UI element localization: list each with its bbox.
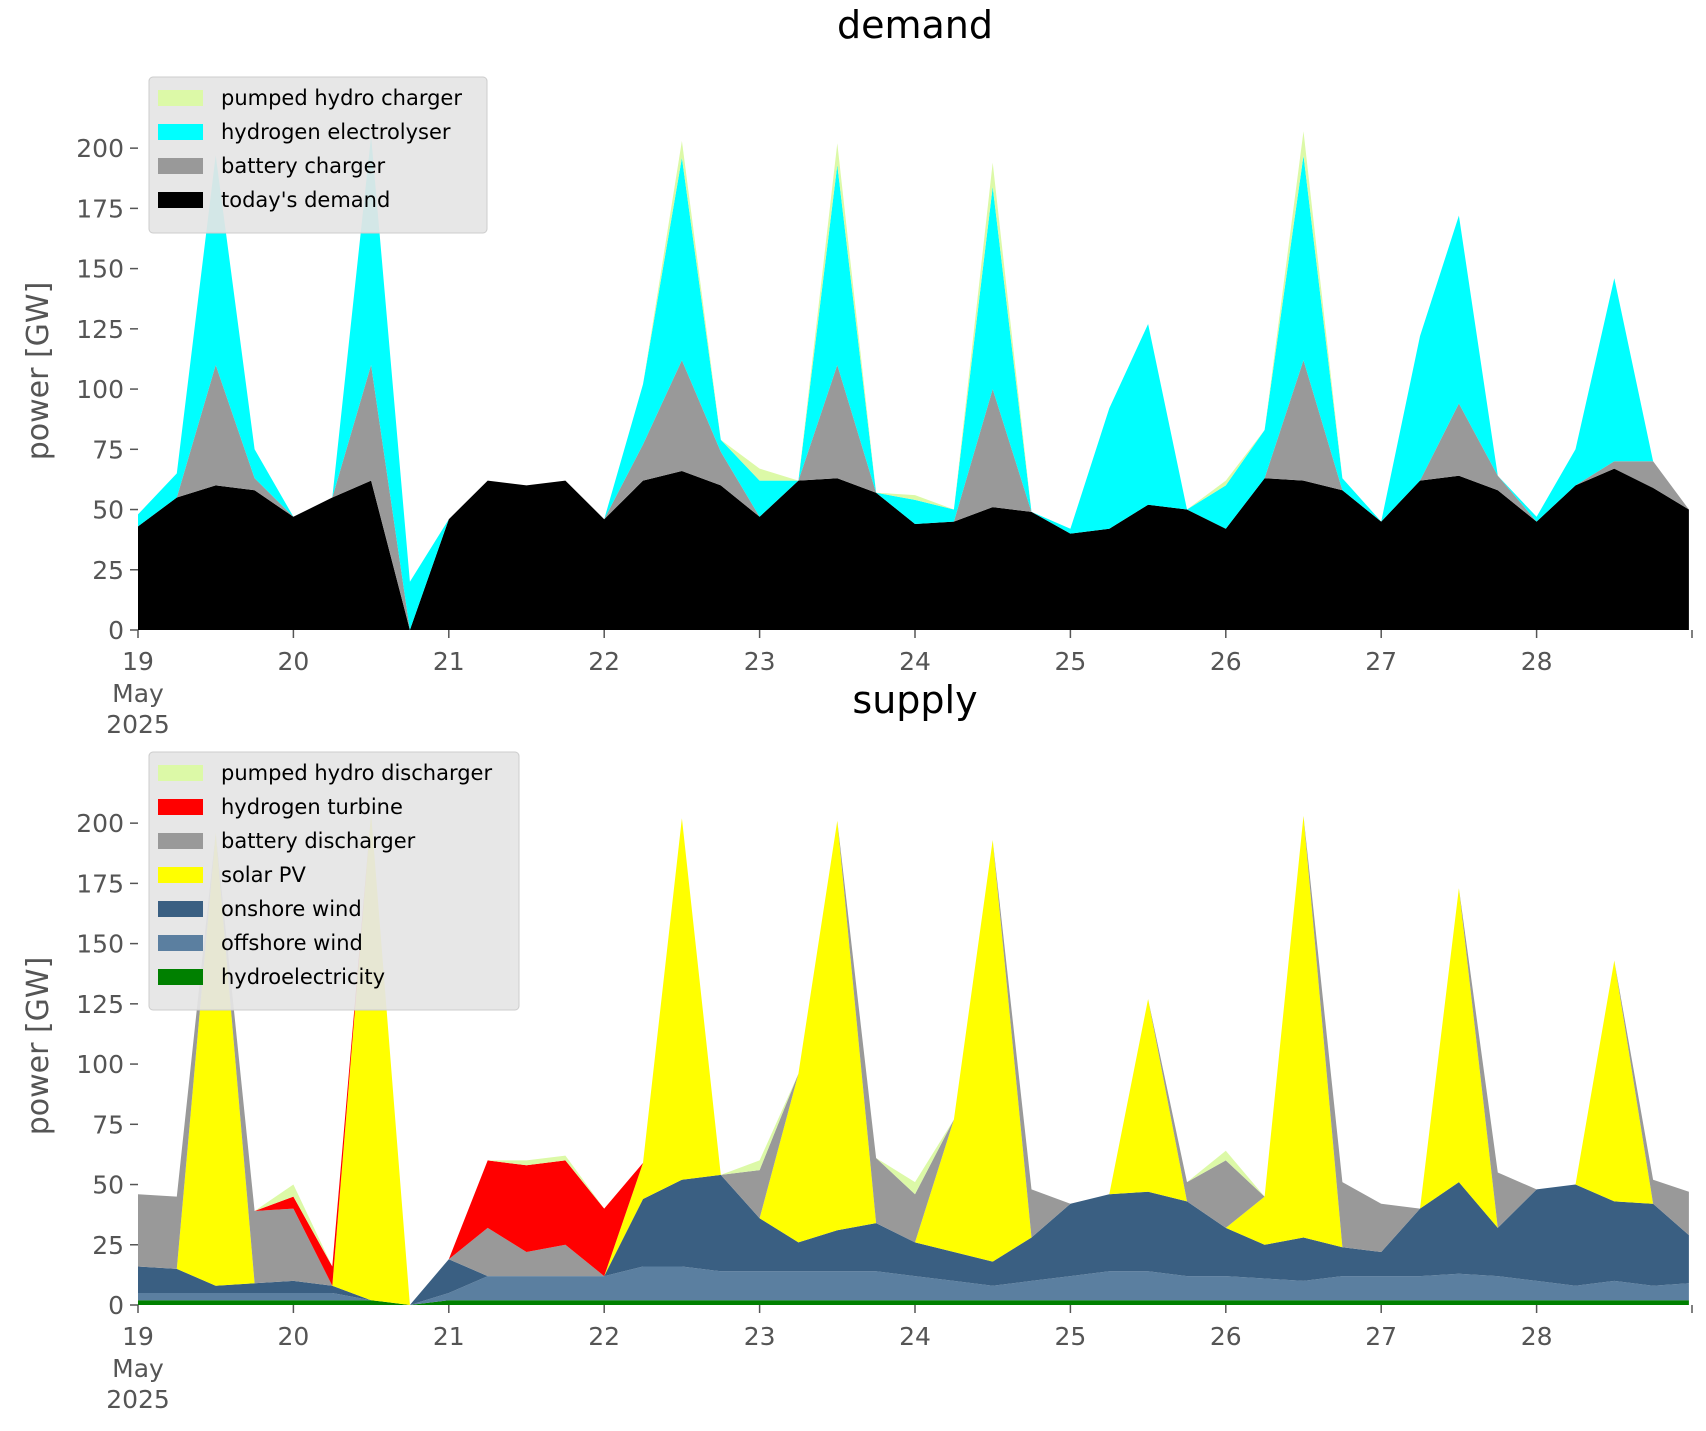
x-tick-label: 19 [122,1322,154,1351]
y-axis-label: power [GW] [21,282,56,461]
legend-swatch [158,799,203,815]
area-solar-pv [138,813,1689,1305]
x-tick-label: 25 [1054,647,1086,676]
x-tick-label: 23 [744,1322,776,1351]
x-tick-sublabel: May [112,679,164,708]
legend-label: onshore wind [221,897,362,921]
legend-label: solar PV [221,863,306,887]
y-tick-label: 125 [76,990,124,1019]
y-tick-label: 0 [108,616,124,645]
y-tick-label: 75 [92,1110,124,1139]
area-hydroelectricity [138,1300,1689,1305]
legend-label: pumped hydro discharger [221,761,492,785]
legend-label: battery charger [221,154,386,178]
legend-label: offshore wind [221,931,363,955]
legend-box [148,76,488,234]
legend-label: today's demand [221,188,390,212]
supply-panel: supply 0 25 50 75 100 125 150 175 200 19 20 21 22 23 24… [21,678,1693,1414]
x-tick-sublabel: 2025 [106,1385,170,1414]
area-today-s-demand [138,468,1689,630]
x-tick-label: 27 [1365,647,1397,676]
x-tick-label: 24 [899,647,931,676]
x-tick-label: 20 [277,647,309,676]
x-tick-label: 26 [1210,647,1242,676]
chart-title: demand [837,3,993,47]
area-hydrogen-electrolyser [138,136,1689,630]
y-tick-label: 125 [76,315,124,344]
y-tick-label: 75 [92,435,124,464]
demand-panel: demand 0 25 50 75 100 125 150 175 200 19 20 21 22 23 24… [21,3,1693,739]
legend-box [148,751,520,1011]
area-battery-discharger [138,813,1689,1305]
x-tick-label: 22 [588,1322,620,1351]
y-tick-label: 150 [76,930,124,959]
y-axis-label: power [GW] [21,957,56,1136]
legend-swatch [158,867,203,883]
legend-swatch [158,124,203,140]
y-tick-label: 25 [92,556,124,585]
legend-swatch [158,765,203,781]
legend-label: pumped hydro charger [221,86,462,110]
y-tick-label: 200 [76,809,124,838]
y-tick-label: 50 [92,496,124,525]
x-tick-label: 21 [433,1322,465,1351]
y-tick-label: 50 [92,1171,124,1200]
x-tick-sublabel: 2025 [106,710,170,739]
y-tick-label: 0 [108,1291,124,1320]
x-tick-label: 21 [433,647,465,676]
x-tick-label: 28 [1521,647,1553,676]
x-tick-label: 27 [1365,1322,1397,1351]
legend-label: battery discharger [221,829,416,853]
legend-label: hydrogen electrolyser [221,120,451,144]
area-offshore-wind [138,1266,1689,1305]
y-tick-label: 200 [76,134,124,163]
x-tick-label: 28 [1521,1322,1553,1351]
legend-label: hydroelectricity [221,965,385,989]
x-tick-label: 22 [588,647,620,676]
area-series-group [138,131,1689,630]
x-tick-label: 25 [1054,1322,1086,1351]
y-tick-label: 100 [76,375,124,404]
x-tick-label: 26 [1210,1322,1242,1351]
legend-swatch [158,192,203,208]
x-tick-label: 19 [122,647,154,676]
y-tick-label: 25 [92,1231,124,1260]
chart-title: supply [852,678,977,722]
legend-swatch [158,969,203,985]
y-tick-label: 150 [76,255,124,284]
y-tick-label: 100 [76,1050,124,1079]
legend-swatch [158,158,203,174]
legend: pumped hydro discharger hydrogen turbine b… [148,751,520,1011]
y-tick-label: 175 [76,869,124,898]
legend-swatch [158,935,203,951]
x-tick-label: 20 [277,1322,309,1351]
x-tick-label: 23 [744,647,776,676]
legend-swatch [158,90,203,106]
area-onshore-wind [138,1174,1689,1305]
x-tick-label: 24 [899,1322,931,1351]
area-series-group [138,813,1689,1305]
legend: pumped hydro charger hydrogen electrolyse… [148,76,488,234]
x-tick-sublabel: May [112,1354,164,1383]
area-hydrogen-turbine [138,813,1689,1305]
area-battery-charger [138,360,1689,630]
y-tick-label: 175 [76,194,124,223]
legend-swatch [158,833,203,849]
legend-swatch [158,901,203,917]
legend-label: hydrogen turbine [221,795,403,819]
